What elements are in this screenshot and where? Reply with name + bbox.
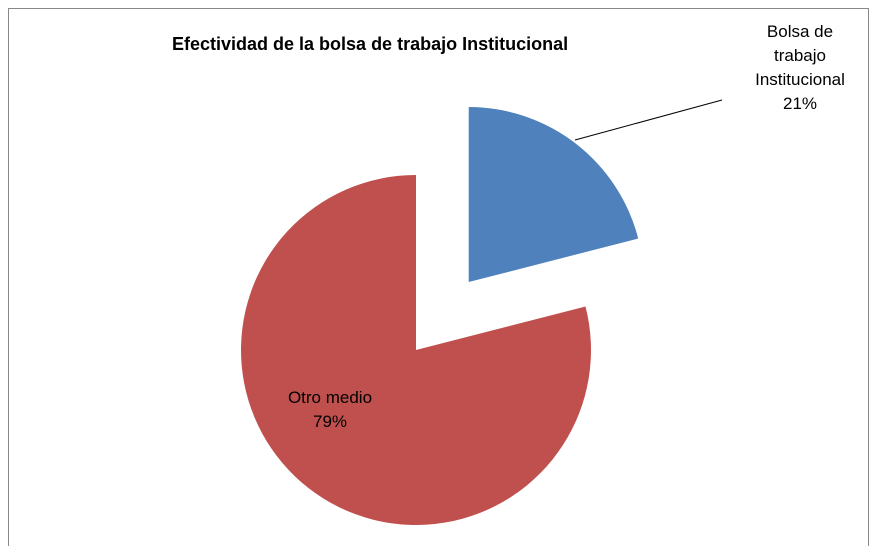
slice-value: 79% (312, 412, 348, 431)
leader-line (574, 99, 723, 141)
slice-category: Bolsa de trabajo Institucional (755, 22, 845, 89)
slice-label: Bolsa de trabajo Institucional 21% (745, 20, 855, 116)
slice-value: 21% (782, 94, 818, 113)
slice-category: Otro medio (287, 388, 373, 407)
pie-slice (468, 107, 639, 283)
slice-label: Otro medio 79% (270, 386, 390, 434)
chart-title: Efectividad de la bolsa de trabajo Insti… (172, 34, 569, 54)
pie-slice (241, 175, 592, 525)
